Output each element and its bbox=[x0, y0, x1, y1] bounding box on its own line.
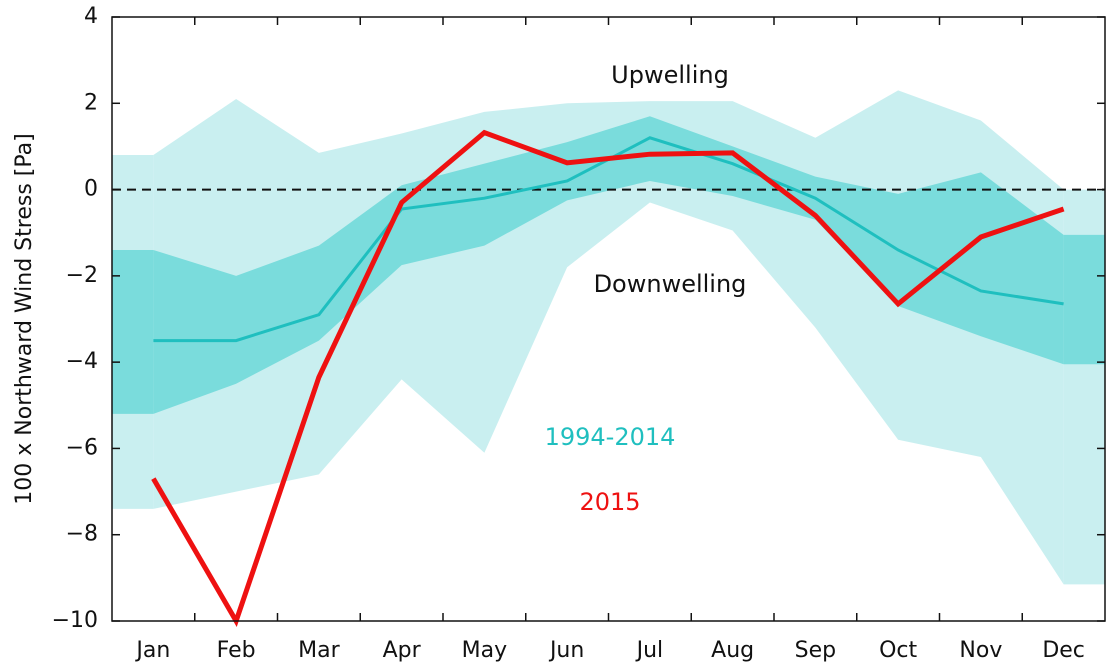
y-tick-label: −8 bbox=[66, 522, 98, 547]
x-tick-label: Dec bbox=[1042, 638, 1085, 663]
range-band-edge bbox=[112, 249, 154, 414]
range-band-edge bbox=[1063, 234, 1105, 365]
y-tick-label: 2 bbox=[84, 90, 98, 115]
y-tick-label: −6 bbox=[66, 435, 98, 460]
y-tick-label: 0 bbox=[84, 177, 98, 202]
annotation: Downwelling bbox=[594, 270, 747, 298]
legend-label: 1994-2014 bbox=[545, 423, 676, 451]
y-tick-label: −4 bbox=[66, 349, 98, 374]
y-tick-label: 4 bbox=[84, 4, 98, 29]
annotation: Upwelling bbox=[611, 61, 729, 89]
x-tick-label: Feb bbox=[217, 638, 256, 663]
x-tick-label: Jan bbox=[134, 638, 170, 663]
x-tick-label: Mar bbox=[298, 638, 340, 663]
series-line bbox=[151, 129, 1065, 628]
y-tick-label: −2 bbox=[66, 263, 98, 288]
x-tick-label: Apr bbox=[383, 638, 422, 663]
legend-label: 2015 bbox=[579, 488, 640, 516]
range-band bbox=[153, 116, 1064, 414]
x-tick-label: Jul bbox=[635, 638, 664, 663]
x-tick-label: May bbox=[462, 638, 507, 663]
x-tick-label: Oct bbox=[879, 638, 917, 663]
x-tick-label: Aug bbox=[711, 638, 754, 663]
y-axis-label: 100 x Northward Wind Stress [Pa] bbox=[12, 133, 37, 504]
x-tick-label: Sep bbox=[795, 638, 836, 663]
x-tick-label: Jun bbox=[548, 638, 584, 663]
x-tick-label: Nov bbox=[959, 638, 1002, 663]
y-tick-label: −10 bbox=[52, 608, 98, 633]
